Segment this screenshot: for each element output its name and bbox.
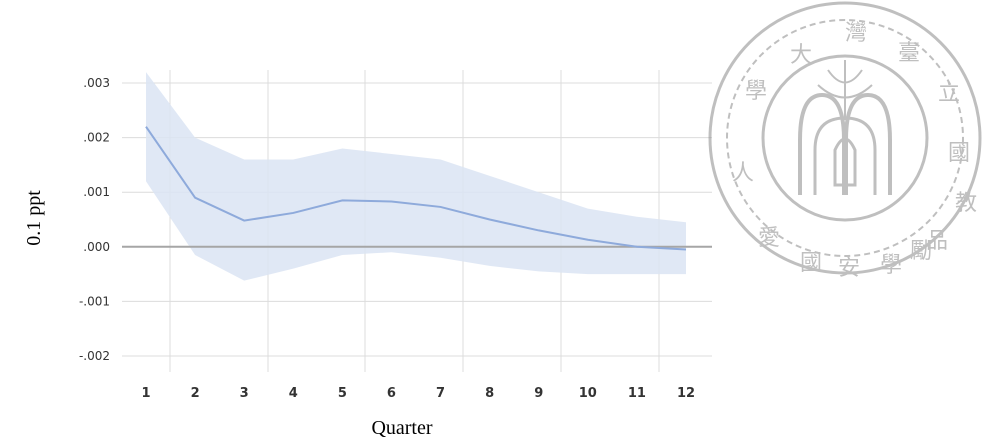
svg-text:勵: 勵 <box>910 239 932 264</box>
svg-text:愛: 愛 <box>758 226 780 251</box>
x-tick-label: 2 <box>191 386 200 401</box>
svg-text:國: 國 <box>800 251 822 276</box>
series-line-layer <box>145 126 687 251</box>
y-tick-label: .002 <box>83 131 110 145</box>
svg-text:灣: 灣 <box>845 21 867 46</box>
svg-text:臺: 臺 <box>898 41 920 66</box>
x-tick-label: 1 <box>141 386 150 401</box>
y-axis-title: 0.1 ppt <box>23 190 45 246</box>
y-tick-labels: .003 .002 .001 .000 -.001 -.002 <box>79 76 110 363</box>
confidence-band-layer <box>146 72 686 281</box>
x-tick-label: 7 <box>436 386 445 401</box>
x-tick-label: 10 <box>579 386 597 401</box>
svg-text:大: 大 <box>790 43 812 68</box>
y-tick-label: .003 <box>83 76 110 90</box>
svg-text:學: 學 <box>745 79 767 104</box>
y-tick-label: -.001 <box>79 294 110 308</box>
y-tick-label: .000 <box>83 240 110 254</box>
x-tick-label: 6 <box>387 386 396 401</box>
svg-text:品: 品 <box>926 229 948 254</box>
x-tick-labels: 1 2 3 4 5 6 7 8 9 10 11 12 <box>141 386 695 401</box>
svg-text:安: 安 <box>838 256 860 281</box>
x-tick-label: 5 <box>338 386 347 401</box>
x-tick-label: 9 <box>534 386 543 401</box>
svg-text:立: 立 <box>938 81 960 106</box>
svg-text:國: 國 <box>948 141 970 166</box>
svg-text:學: 學 <box>880 253 902 278</box>
y-tick-label: -.002 <box>79 349 110 363</box>
svg-text:人: 人 <box>732 161 754 186</box>
university-seal-logo: 大 灣 臺 立 學 國 人 教 愛 品 國 安 學 勵 <box>708 1 982 281</box>
y-tick-label: .001 <box>83 185 110 199</box>
series-line <box>145 126 687 251</box>
x-tick-label: 12 <box>677 386 695 401</box>
x-tick-label: 3 <box>240 386 249 401</box>
x-tick-label: 11 <box>628 386 646 401</box>
x-tick-label: 8 <box>485 386 494 401</box>
svg-text:教: 教 <box>955 191 977 216</box>
x-axis-title: Quarter <box>371 417 432 439</box>
confidence-band <box>146 72 686 281</box>
x-tick-label: 4 <box>289 386 298 401</box>
